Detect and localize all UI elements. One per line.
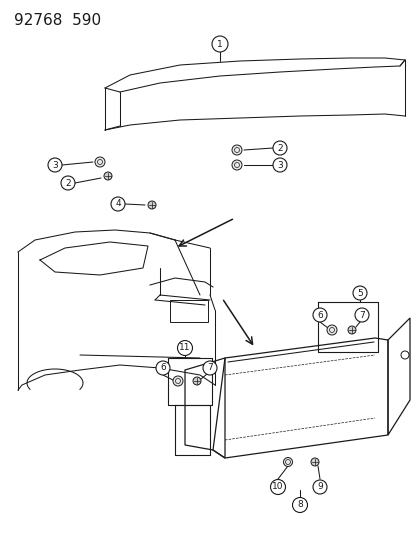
Text: 2: 2: [277, 143, 282, 152]
Circle shape: [192, 377, 201, 385]
Circle shape: [104, 172, 112, 180]
Text: 11: 11: [179, 343, 190, 352]
Circle shape: [61, 176, 75, 190]
Circle shape: [272, 141, 286, 155]
Circle shape: [312, 308, 326, 322]
Text: 9: 9: [316, 482, 322, 491]
Circle shape: [177, 341, 192, 356]
Circle shape: [231, 160, 242, 170]
Text: 2: 2: [65, 179, 71, 188]
Text: 6: 6: [316, 311, 322, 319]
Circle shape: [202, 361, 216, 375]
Circle shape: [283, 457, 292, 466]
Circle shape: [312, 480, 326, 494]
Circle shape: [270, 480, 285, 495]
Circle shape: [354, 308, 368, 322]
Text: 3: 3: [276, 160, 282, 169]
Circle shape: [173, 376, 183, 386]
Circle shape: [326, 325, 336, 335]
Circle shape: [347, 326, 355, 334]
Text: 3: 3: [52, 160, 58, 169]
Bar: [170, 300, 207, 322]
Text: 7: 7: [358, 311, 364, 319]
Circle shape: [147, 201, 156, 209]
Circle shape: [211, 36, 228, 52]
Text: 92768  590: 92768 590: [14, 12, 101, 28]
Circle shape: [272, 158, 286, 172]
Text: 8: 8: [297, 500, 302, 510]
Circle shape: [310, 458, 318, 466]
Circle shape: [231, 145, 242, 155]
Circle shape: [156, 361, 170, 375]
Circle shape: [111, 197, 125, 211]
Text: 5: 5: [356, 288, 362, 297]
Circle shape: [95, 157, 105, 167]
Text: 10: 10: [272, 482, 283, 491]
Circle shape: [352, 286, 366, 300]
Circle shape: [292, 497, 307, 513]
Text: 1: 1: [216, 39, 222, 49]
Circle shape: [48, 158, 62, 172]
Text: 4: 4: [115, 199, 121, 208]
Text: 6: 6: [160, 364, 166, 373]
Text: 7: 7: [206, 364, 212, 373]
